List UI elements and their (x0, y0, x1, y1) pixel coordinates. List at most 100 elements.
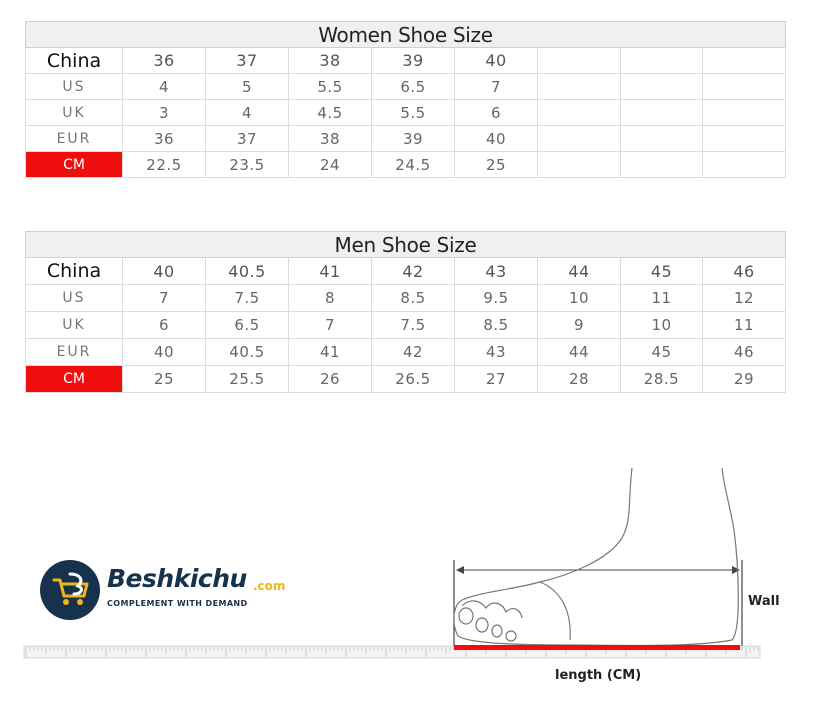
table-cell: 3 (122, 99, 206, 126)
table-cell: 41 (288, 338, 372, 366)
table-cell: 8.5 (371, 284, 455, 312)
table-cell: 44 (537, 338, 621, 366)
table-row: CM 25 25.5 26 26.5 27 28 28.5 29 (25, 365, 787, 393)
table-cell: 40.5 (205, 338, 289, 366)
table-cell (537, 47, 621, 74)
table-row: US 4 5 5.5 6.5 7 (25, 73, 786, 100)
table-cell: 5.5 (371, 99, 455, 126)
table-cell: 40.5 (205, 257, 289, 285)
table-cell: 37 (205, 47, 289, 74)
length-label: length (CM) (555, 668, 642, 683)
row-label-china: China (25, 47, 123, 74)
row-label-us: US (25, 284, 123, 312)
table-cell (702, 99, 786, 126)
table-cell: 26 (288, 365, 372, 393)
table-cell: 36 (122, 47, 206, 74)
table-cell: 25 (454, 151, 538, 178)
table-cell: 45 (620, 338, 703, 366)
shopping-cart-icon (40, 560, 100, 620)
table-row: China 36 37 38 39 40 (25, 47, 786, 74)
table-cell: 38 (288, 47, 372, 74)
table-cell: 5.5 (288, 73, 372, 100)
row-label-uk: UK (25, 99, 123, 126)
table-cell: 25 (122, 365, 206, 393)
table-cell: 28.5 (620, 365, 703, 393)
table-cell: 7 (288, 311, 372, 339)
table-row: UK 3 4 4.5 5.5 6 (25, 99, 786, 126)
table-cell: 9 (537, 311, 621, 339)
table-row: CM 22.5 23.5 24 24.5 25 (25, 151, 786, 178)
table-cell (702, 151, 786, 178)
table-cell (620, 151, 703, 178)
table-cell: 8 (288, 284, 372, 312)
table-row: UK 6 6.5 7 7.5 8.5 9 10 11 (25, 311, 787, 339)
foot-length-bar (454, 645, 740, 650)
row-label-cm: CM (25, 365, 123, 393)
table-cell: 10 (537, 284, 621, 312)
table-cell: 46 (701, 338, 787, 366)
table-cell: 7 (122, 284, 206, 312)
table-cell: 6.5 (371, 73, 455, 100)
table-cell: 40 (122, 338, 206, 366)
table-cell: 23.5 (205, 151, 289, 178)
table-cell: 46 (701, 257, 787, 285)
table-cell: 42 (371, 338, 455, 366)
table-cell: 43 (454, 257, 538, 285)
table-cell: 27 (454, 365, 538, 393)
table-cell: 12 (701, 284, 787, 312)
table-cell: 9.5 (454, 284, 538, 312)
table-cell: 8.5 (454, 311, 538, 339)
row-label-eur: EUR (25, 338, 123, 366)
table-cell: 7 (454, 73, 538, 100)
women-size-table: Women Shoe Size China 36 37 38 39 40 US … (25, 21, 786, 178)
table-row: EUR 40 40.5 41 42 43 44 45 46 (25, 338, 787, 366)
table-cell (620, 99, 703, 126)
table-row: EUR 36 37 38 39 40 (25, 125, 786, 152)
table-cell: 40 (454, 125, 538, 152)
table-cell: 38 (288, 125, 372, 152)
dimension-arrow (456, 566, 740, 574)
table-cell: 40 (122, 257, 206, 285)
men-table-title: Men Shoe Size (24, 231, 787, 258)
row-label-china: China (25, 257, 123, 285)
table-cell: 37 (205, 125, 289, 152)
table-cell: 40 (454, 47, 538, 74)
table-cell: 10 (620, 311, 703, 339)
brand-logo-block: Beshkichu .com COMPLEMENT WITH DEMAND (40, 560, 300, 620)
table-cell (702, 125, 786, 152)
table-cell: 25.5 (205, 365, 289, 393)
table-cell: 24.5 (371, 151, 455, 178)
row-label-eur: EUR (25, 125, 123, 152)
table-cell: 44 (537, 257, 621, 285)
table-cell: 42 (371, 257, 455, 285)
table-cell: 11 (620, 284, 703, 312)
table-cell: 28 (537, 365, 621, 393)
table-cell: 24 (288, 151, 372, 178)
row-label-cm: CM (25, 151, 123, 178)
table-cell: 6 (122, 311, 206, 339)
table-cell (620, 73, 703, 100)
table-cell (537, 151, 621, 178)
table-cell: 43 (454, 338, 538, 366)
table-cell: 41 (288, 257, 372, 285)
table-cell: 7.5 (371, 311, 455, 339)
table-cell: 45 (620, 257, 703, 285)
table-cell (702, 47, 786, 74)
table-cell: 29 (701, 365, 787, 393)
women-table-title: Women Shoe Size (25, 21, 786, 48)
brand-domain: .com (253, 579, 286, 593)
table-cell: 39 (371, 125, 455, 152)
table-cell: 4.5 (288, 99, 372, 126)
table-cell: 6 (454, 99, 538, 126)
table-cell: 7.5 (205, 284, 289, 312)
men-size-table: Men Shoe Size China 40 40.5 41 42 43 44 … (24, 231, 787, 393)
table-cell: 22.5 (122, 151, 206, 178)
foot-measurement-illustration (23, 467, 761, 659)
table-row: China 40 40.5 41 42 43 44 45 46 (25, 257, 787, 285)
table-cell: 4 (205, 99, 289, 126)
brand-name: Beshkichu (107, 564, 247, 593)
table-row: US 7 7.5 8 8.5 9.5 10 11 12 (25, 284, 787, 312)
table-cell: 36 (122, 125, 206, 152)
table-cell: 5 (205, 73, 289, 100)
wall-label: Wall (748, 594, 780, 609)
